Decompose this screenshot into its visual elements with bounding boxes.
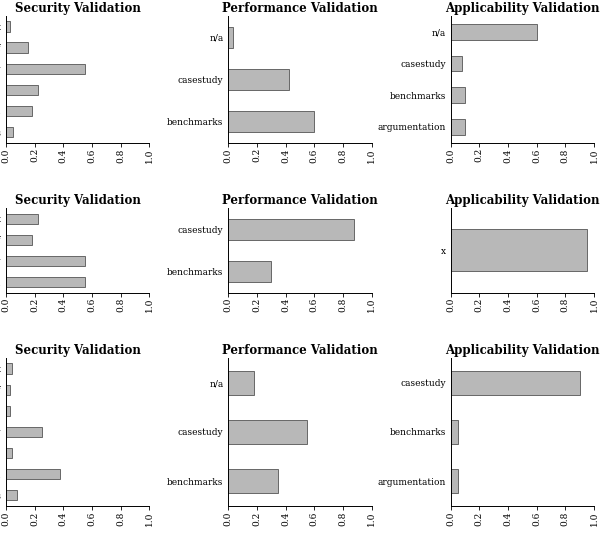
Bar bbox=[6, 43, 28, 53]
Bar bbox=[228, 469, 278, 493]
Bar bbox=[6, 127, 13, 137]
Title: Security Validation: Security Validation bbox=[15, 344, 140, 357]
Title: Performance Validation: Performance Validation bbox=[222, 2, 378, 15]
Title: Applicability Validation: Applicability Validation bbox=[445, 2, 599, 15]
Bar bbox=[6, 235, 32, 245]
Bar bbox=[451, 420, 458, 444]
Bar bbox=[451, 229, 587, 272]
Title: Performance Validation: Performance Validation bbox=[222, 194, 378, 207]
Bar bbox=[6, 490, 17, 500]
Bar bbox=[228, 371, 254, 395]
Bar bbox=[6, 256, 85, 266]
Bar bbox=[451, 24, 536, 40]
Bar bbox=[6, 22, 10, 32]
Bar bbox=[228, 420, 307, 444]
Bar bbox=[228, 69, 289, 90]
Bar bbox=[228, 111, 314, 132]
Bar bbox=[6, 63, 85, 74]
Bar bbox=[6, 406, 10, 416]
Title: Security Validation: Security Validation bbox=[15, 2, 140, 15]
Bar bbox=[451, 469, 458, 493]
Bar bbox=[451, 55, 462, 72]
Title: Security Validation: Security Validation bbox=[15, 194, 140, 207]
Bar bbox=[228, 261, 271, 282]
Bar bbox=[451, 371, 580, 395]
Bar bbox=[451, 119, 465, 134]
Bar bbox=[228, 219, 355, 240]
Title: Applicability Validation: Applicability Validation bbox=[445, 344, 599, 357]
Bar bbox=[6, 84, 38, 95]
Bar bbox=[6, 385, 10, 395]
Bar bbox=[6, 448, 12, 458]
Bar bbox=[6, 105, 32, 116]
Bar bbox=[228, 27, 233, 48]
Bar bbox=[6, 469, 61, 479]
Bar bbox=[451, 87, 465, 103]
Bar bbox=[6, 364, 12, 374]
Title: Applicability Validation: Applicability Validation bbox=[445, 194, 599, 207]
Title: Performance Validation: Performance Validation bbox=[222, 344, 378, 357]
Bar bbox=[6, 214, 38, 224]
Bar bbox=[6, 427, 42, 437]
Bar bbox=[6, 277, 85, 287]
